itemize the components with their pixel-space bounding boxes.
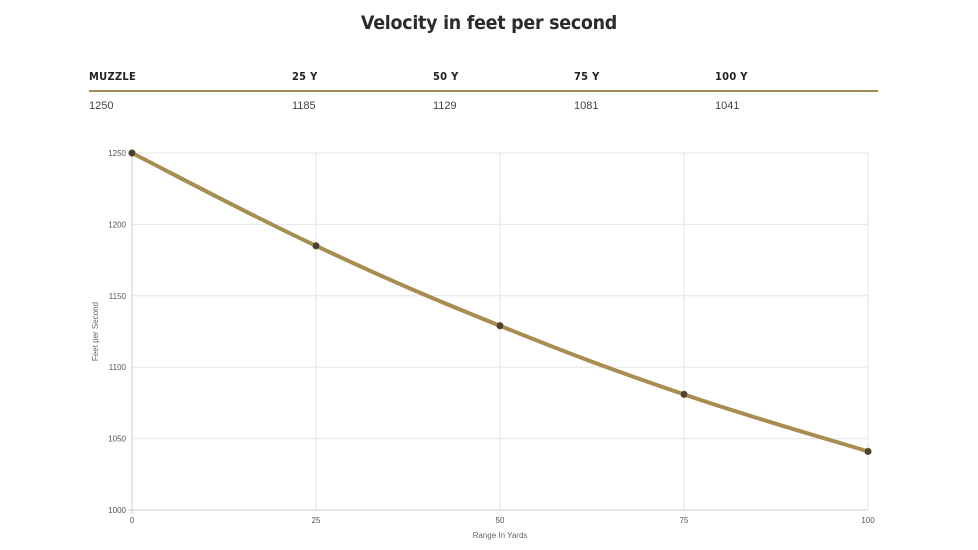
y-tick-label: 1200 xyxy=(108,220,126,229)
table-header-cell: 50 Y xyxy=(433,70,459,83)
data-point xyxy=(312,242,320,250)
x-tick-label: 25 xyxy=(312,516,321,525)
velocity-table: MUZZLE 25 Y 50 Y 75 Y 100 Y 1250 1185 11… xyxy=(89,70,878,120)
y-tick-label: 1150 xyxy=(109,292,127,301)
data-point xyxy=(864,447,872,456)
x-tick-label: 0 xyxy=(130,516,135,525)
y-tick-label: 1250 xyxy=(108,149,126,158)
table-cell: 1129 xyxy=(433,100,457,112)
table-row: 1250 1185 1129 1081 1041 xyxy=(89,100,878,120)
y-tick-label: 1100 xyxy=(109,363,127,372)
table-header-cell: 25 Y xyxy=(292,70,318,83)
data-point xyxy=(128,149,136,157)
chart-title: Velocity in feet per second xyxy=(360,12,618,34)
data-point xyxy=(680,390,688,399)
y-tick-label: 1050 xyxy=(108,435,126,444)
table-cell: 1081 xyxy=(574,100,599,112)
table-header-cell: MUZZLE xyxy=(89,70,137,83)
data-point xyxy=(496,322,504,330)
x-axis-label: Range In Yards xyxy=(473,531,528,540)
table-cell: 1041 xyxy=(715,100,740,112)
x-tick-label: 50 xyxy=(496,516,505,525)
x-tick-label: 75 xyxy=(680,516,689,525)
y-axis-label: Feet per Second xyxy=(91,302,100,361)
table-header-row: MUZZLE 25 Y 50 Y 75 Y 100 Y xyxy=(89,70,878,92)
x-tick-label: 100 xyxy=(861,516,875,525)
y-tick-label: 1000 xyxy=(108,506,126,515)
table-cell: 1250 xyxy=(89,100,114,112)
table-header-cell: 100 Y xyxy=(715,70,748,83)
table-cell: 1185 xyxy=(292,100,316,112)
table-header-cell: 75 Y xyxy=(574,70,600,83)
